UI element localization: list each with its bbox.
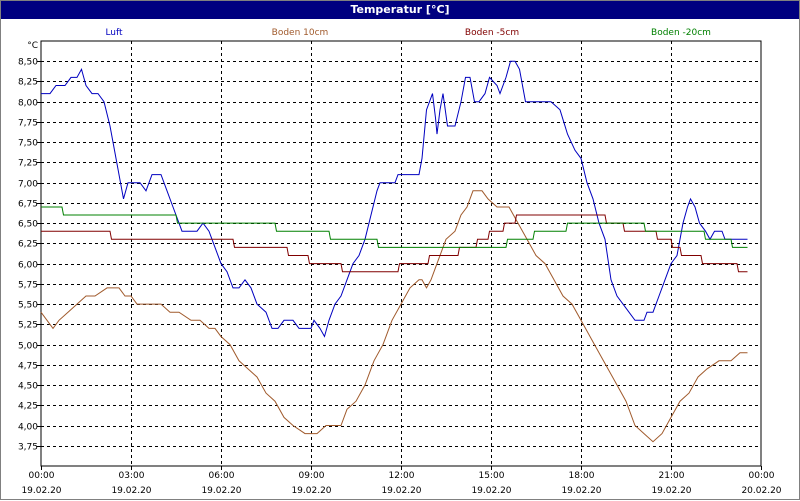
series-line-2 <box>41 214 748 273</box>
y-tick-label: 8,50 <box>18 58 38 68</box>
x-tick-date-label: 19.02.20 <box>201 486 241 496</box>
y-tick-label: 4,00 <box>18 423 38 433</box>
y-tick-label: 4,75 <box>18 362 38 372</box>
x-tick-date-label: 19.02.20 <box>291 486 331 496</box>
x-tick-date-label: 19.02.20 <box>471 486 511 496</box>
y-tick-label: 5,75 <box>18 281 38 291</box>
legend-entry-2: Boden -5cm <box>465 28 519 38</box>
x-tick-date-label: 19.02.20 <box>21 486 61 496</box>
series-line-0 <box>41 60 748 338</box>
y-tick-label: 7,00 <box>18 180 38 190</box>
y-tick-label: 4,50 <box>18 382 38 392</box>
legend-entry-1: Boden 10cm <box>272 28 329 38</box>
y-tick-label: 7,25 <box>18 159 38 169</box>
legend-entry-0: Luft <box>105 28 123 38</box>
x-tick-time-label: 06:00 <box>209 471 235 481</box>
x-tick-date-label: 19.02.20 <box>561 486 601 496</box>
legend-entry-3: Boden -20cm <box>651 28 711 38</box>
y-tick-label: 6,50 <box>18 220 38 230</box>
y-tick-label: 7,50 <box>18 139 38 149</box>
x-tick-time-label: 00:00 <box>749 471 775 481</box>
x-tick-date-label: 20.02.20 <box>741 486 781 496</box>
y-tick-label: 6,25 <box>18 240 38 250</box>
y-tick-label: 6,00 <box>18 261 38 271</box>
y-tick-label: 8,00 <box>18 99 38 109</box>
y-tick-label: 4,25 <box>18 402 38 412</box>
series-line-1 <box>40 190 748 443</box>
x-tick-time-label: 09:00 <box>299 471 325 481</box>
x-tick-time-label: 00:00 <box>29 471 55 481</box>
x-tick-date-label: 19.02.20 <box>381 486 421 496</box>
y-tick-label: 7,75 <box>18 119 38 129</box>
chart-title: Temperatur [°C] <box>1 1 799 19</box>
x-tick-date-label: 19.02.20 <box>111 486 151 496</box>
x-tick-time-label: 03:00 <box>119 471 145 481</box>
y-axis-unit: °C <box>27 41 38 51</box>
y-tick-label: 5,25 <box>18 321 38 331</box>
y-tick-label: 6,75 <box>18 200 38 210</box>
y-tick-label: 8,25 <box>18 78 38 88</box>
series-line-3 <box>41 206 748 248</box>
y-tick-label: 3,75 <box>18 443 38 453</box>
y-tick-label: 5,50 <box>18 301 38 311</box>
x-tick-time-label: 18:00 <box>569 471 595 481</box>
x-tick-time-label: 12:00 <box>389 471 415 481</box>
y-tick-label: 5,00 <box>18 342 38 352</box>
x-tick-date-label: 19.02.20 <box>651 486 691 496</box>
x-tick-time-label: 21:00 <box>659 471 685 481</box>
x-tick-time-label: 15:00 <box>479 471 505 481</box>
